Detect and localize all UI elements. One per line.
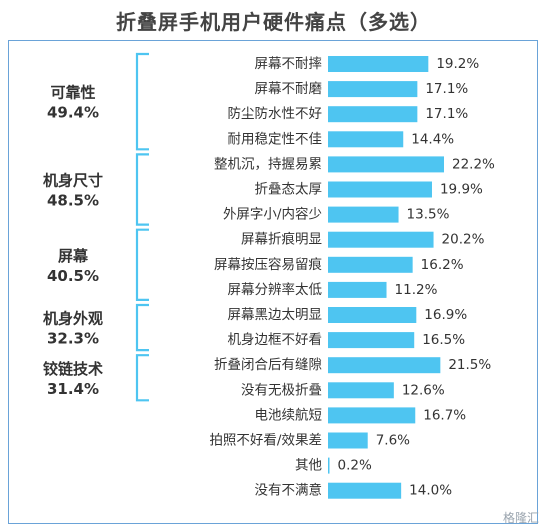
group-name: 铰链技术 xyxy=(43,360,103,378)
bar xyxy=(328,281,387,298)
value-label: 20.2% xyxy=(442,232,485,248)
category-label: 屏幕黑边太明显 xyxy=(228,307,323,323)
category-label: 耐用稳定性不佳 xyxy=(228,131,323,147)
group-total: 31.4% xyxy=(47,380,99,398)
category-label: 没有无极折叠 xyxy=(241,382,322,398)
category-label: 电池续航短 xyxy=(255,407,323,423)
group-name: 机身尺寸 xyxy=(43,172,103,190)
category-label: 没有不满意 xyxy=(255,482,323,499)
bar xyxy=(328,382,394,399)
watermark: 格隆汇 xyxy=(502,511,539,525)
value-label: 19.9% xyxy=(440,182,483,198)
value-label: 12.6% xyxy=(402,382,445,398)
value-label: 14.4% xyxy=(411,131,454,147)
bar xyxy=(328,81,418,98)
bar xyxy=(328,457,330,474)
bar xyxy=(328,181,432,198)
bar xyxy=(328,357,441,374)
group-name: 机身外观 xyxy=(43,310,103,328)
category-label: 屏幕折痕明显 xyxy=(241,232,322,248)
category-label: 屏幕分辨率太低 xyxy=(228,281,323,298)
chart-panel: 屏幕不耐摔 19.2% 屏幕不耐磨 17.1% 防尘防水性不好 17.1% 耐用稳定性不佳 1… xyxy=(8,40,538,524)
chart-title: 折叠屏手机用户硬件痛点（多选） xyxy=(116,10,431,34)
category-label: 外屏字小/内容少 xyxy=(223,206,322,223)
bar xyxy=(328,231,434,248)
bar xyxy=(328,56,429,72)
bar xyxy=(328,206,399,223)
value-label: 17.1% xyxy=(425,81,468,97)
value-label: 19.2% xyxy=(436,56,479,72)
category-label: 机身边框不好看 xyxy=(228,332,323,348)
bar xyxy=(328,256,413,273)
category-label: 屏幕按压容易留痕 xyxy=(214,256,322,273)
bar xyxy=(328,432,368,449)
bar xyxy=(328,482,402,499)
value-label: 21.5% xyxy=(448,357,491,373)
group-total: 32.3% xyxy=(47,330,99,348)
value-label: 16.7% xyxy=(423,407,466,423)
category-label: 防尘防水性不好 xyxy=(228,106,323,122)
category-label: 折叠闭合后有缝隙 xyxy=(214,357,322,373)
value-label: 22.2% xyxy=(452,156,495,172)
group-bracket xyxy=(135,228,149,301)
value-label: 13.5% xyxy=(407,207,450,223)
group-total: 40.5% xyxy=(47,267,99,285)
value-label: 16.5% xyxy=(422,332,465,348)
group-bracket xyxy=(135,52,149,151)
category-label: 屏幕不耐磨 xyxy=(255,81,323,97)
group-total: 49.4% xyxy=(47,104,99,122)
group-bracket xyxy=(135,153,149,226)
value-label: 11.2% xyxy=(395,282,438,298)
category-label: 拍照不好看/效果差 xyxy=(209,433,322,449)
bar xyxy=(328,407,416,424)
group-bracket xyxy=(135,354,149,402)
group-name: 可靠性 xyxy=(50,84,95,102)
group-name: 屏幕 xyxy=(58,247,89,265)
group-bracket xyxy=(135,303,149,352)
value-label: 0.2% xyxy=(338,458,372,474)
bar xyxy=(328,131,404,148)
value-label: 17.1% xyxy=(425,106,468,122)
bar-chart: 屏幕不耐摔 19.2% 屏幕不耐磨 17.1% 防尘防水性不好 17.1% 耐用稳定性不佳 1… xyxy=(43,52,495,499)
group-total: 48.5% xyxy=(47,192,99,210)
value-label: 16.2% xyxy=(421,257,464,273)
bar xyxy=(328,307,417,323)
value-label: 14.0% xyxy=(409,483,452,499)
category-label: 其他 xyxy=(295,458,322,474)
bar xyxy=(328,156,444,173)
category-label: 折叠态太厚 xyxy=(255,182,323,198)
bar xyxy=(328,332,415,349)
bar xyxy=(328,106,418,123)
value-label: 16.9% xyxy=(424,307,467,323)
category-label: 屏幕不耐摔 xyxy=(255,55,323,72)
value-label: 7.6% xyxy=(376,433,410,449)
category-label: 整机沉，持握易累 xyxy=(214,156,322,172)
